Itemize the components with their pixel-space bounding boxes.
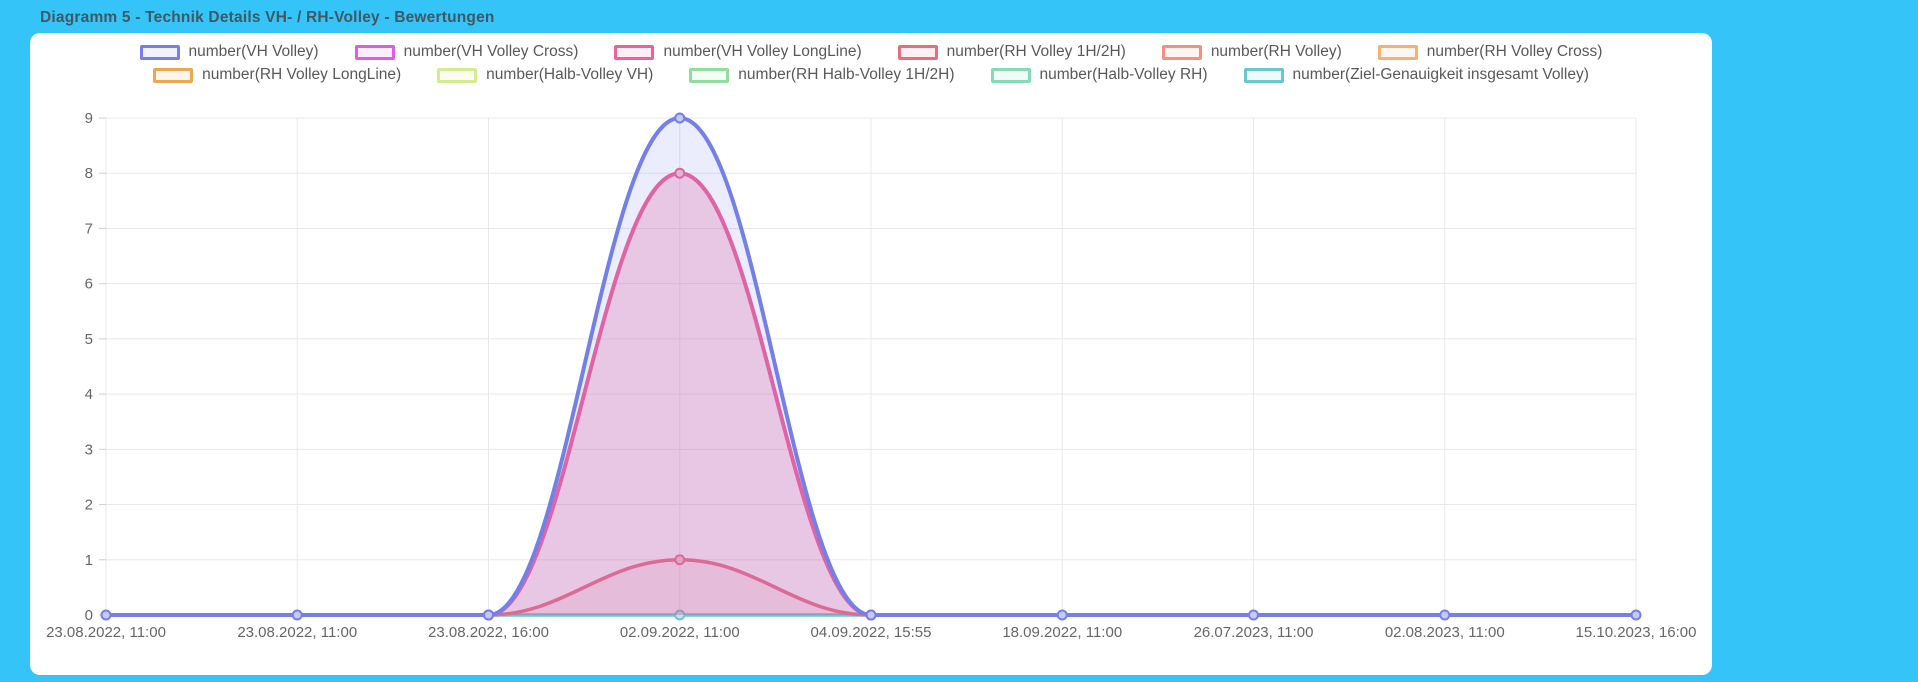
x-tick-label: 23.08.2022, 16:00 xyxy=(428,624,549,641)
legend-label: number(RH Halb-Volley 1H/2H) xyxy=(738,66,955,83)
legend-item[interactable]: number(RH Halb-Volley 1H/2H) xyxy=(689,66,955,84)
legend-label: number(RH Volley 1H/2H) xyxy=(946,43,1126,60)
y-tick-label: 7 xyxy=(85,220,93,237)
data-point-marker xyxy=(1056,609,1068,621)
y-tick-label: 0 xyxy=(85,607,93,624)
data-point-marker xyxy=(674,609,686,621)
y-tick-label: 9 xyxy=(85,110,93,127)
legend-swatch xyxy=(614,44,655,60)
legend-item[interactable]: number(VH Volley LongLine) xyxy=(614,43,862,61)
data-point-marker xyxy=(674,167,686,179)
page-title: Diagramm 5 - Technik Details VH- / RH-Vo… xyxy=(40,9,495,26)
y-tick-label: 2 xyxy=(85,497,93,514)
series-fill xyxy=(488,559,871,615)
legend-swatch xyxy=(990,67,1031,83)
y-tick-label: 6 xyxy=(85,276,93,293)
data-point-marker xyxy=(865,609,877,621)
x-tick-label: 23.08.2022, 11:00 xyxy=(46,624,166,641)
y-tick-label: 4 xyxy=(85,386,93,403)
legend-item[interactable]: number(RH Volley 1H/2H) xyxy=(897,43,1126,61)
chart-card: 23.08.2022, 11:00 23.08.2022, 11:00 23.08.… xyxy=(30,33,1712,675)
legend-label: number(VH Volley) xyxy=(188,43,319,60)
data-point-marker xyxy=(483,609,494,621)
legend-swatch xyxy=(897,44,938,60)
legend-item[interactable]: number(VH Volley Cross) xyxy=(354,43,579,61)
legend-item[interactable]: number(RH Volley LongLine) xyxy=(153,66,401,84)
legend-swatch xyxy=(689,67,730,83)
data-point-marker xyxy=(100,609,112,621)
y-tick-label: 5 xyxy=(85,331,93,348)
legend-item[interactable]: number(Halb-Volley RH) xyxy=(990,66,1208,84)
legend-item[interactable]: number(Ziel-Genauigkeit insgesamt Volley… xyxy=(1243,66,1589,84)
legend-label: number(RH Volley) xyxy=(1210,43,1342,60)
legend-label: number(Halb-Volley VH) xyxy=(486,66,654,83)
chart-legend: number(VH Volley) number(VH Volley Cross)… xyxy=(30,43,1712,84)
legend-item[interactable]: number(VH Volley) xyxy=(139,43,319,61)
data-point-marker xyxy=(1439,609,1451,621)
legend-swatch xyxy=(1243,67,1284,83)
data-point-marker xyxy=(291,609,303,621)
x-tick-label: 23.08.2022, 11:00 xyxy=(237,624,357,641)
series-fill xyxy=(488,173,871,615)
legend-label: number(Halb-Volley RH) xyxy=(1039,66,1208,83)
y-tick-label: 3 xyxy=(85,441,93,458)
data-point-marker xyxy=(1248,609,1259,621)
legend-swatch xyxy=(354,44,395,60)
legend-label: number(RH Volley Cross) xyxy=(1426,43,1603,60)
x-tick-label: 26.07.2023, 11:00 xyxy=(1194,624,1314,641)
legend-label: number(VH Volley Cross) xyxy=(403,43,579,60)
legend-item[interactable]: number(RH Volley) xyxy=(1161,43,1342,61)
legend-swatch xyxy=(1161,44,1202,60)
x-tick-label: 15.10.2023, 16:00 xyxy=(1576,624,1697,641)
y-tick-label: 8 xyxy=(85,165,93,182)
data-point-marker xyxy=(674,554,686,566)
legend-label: number(Ziel-Genauigkeit insgesamt Volley… xyxy=(1292,66,1589,83)
legend-swatch xyxy=(1377,44,1418,60)
legend-item[interactable]: number(RH Volley Cross) xyxy=(1377,43,1603,61)
legend-swatch xyxy=(153,67,194,83)
legend-item[interactable]: number(Halb-Volley VH) xyxy=(437,66,653,84)
legend-swatch xyxy=(139,44,180,60)
legend-label: number(VH Volley LongLine) xyxy=(663,43,862,60)
x-tick-label: 04.09.2022, 15:55 xyxy=(811,624,932,641)
y-tick-label: 1 xyxy=(85,552,93,569)
data-point-marker xyxy=(1630,609,1642,621)
chart-canvas[interactable]: 23.08.2022, 11:00 23.08.2022, 11:00 23.08.… xyxy=(30,33,1712,675)
x-tick-label: 02.08.2023, 11:00 xyxy=(1385,624,1505,641)
x-tick-label: 02.09.2022, 11:00 xyxy=(620,624,740,641)
legend-label: number(RH Volley LongLine) xyxy=(202,66,402,83)
x-tick-label: 18.09.2022, 11:00 xyxy=(1002,624,1122,641)
legend-swatch xyxy=(437,67,478,83)
data-point-marker xyxy=(674,112,686,124)
